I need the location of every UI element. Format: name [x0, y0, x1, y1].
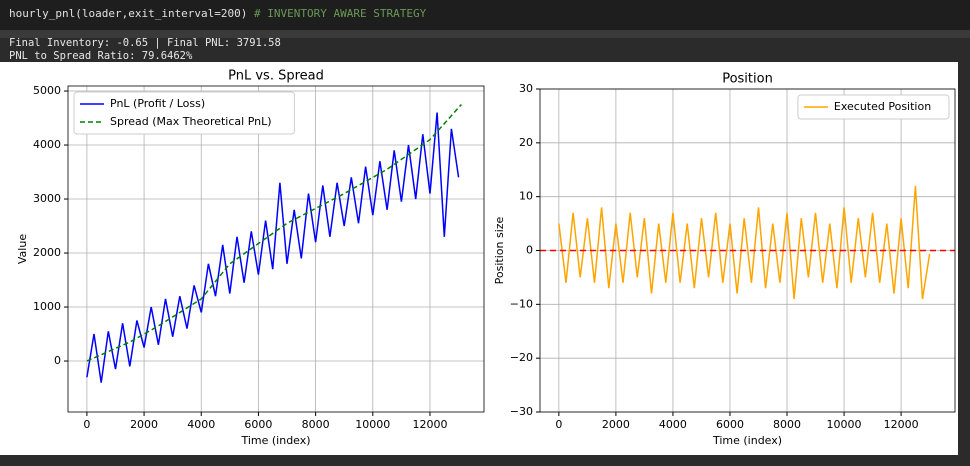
- code-cell: hourly_pnl(loader,exit_interval=200) # I…: [0, 0, 970, 30]
- x-tick-label: 4000: [659, 418, 687, 431]
- x-tick-label: 2000: [602, 418, 630, 431]
- axes-frame: [539, 88, 956, 413]
- x-tick-label: 6000: [244, 418, 272, 431]
- x-tick-label: 0: [83, 418, 90, 431]
- legend-label: Executed Position: [834, 100, 931, 113]
- x-tick-label: 12000: [884, 418, 919, 431]
- y-tick-label: −10: [510, 297, 533, 310]
- data-line: [558, 185, 931, 300]
- x-tick-label: 2000: [130, 418, 158, 431]
- code-comment: # INVENTORY AWARE STRATEGY: [254, 7, 427, 20]
- y-tick-label: 3000: [33, 192, 61, 205]
- y-axis-label: Value: [16, 234, 29, 264]
- y-tick-label: 0: [54, 354, 61, 367]
- y-tick-label: −20: [510, 351, 533, 364]
- y-tick-label: 10: [519, 190, 533, 203]
- y-tick-label: 20: [519, 136, 533, 149]
- data-line: [86, 112, 460, 383]
- y-tick-label: 30: [519, 82, 533, 95]
- y-tick-label: 5000: [33, 84, 61, 97]
- y-axis-label: Position size: [493, 216, 506, 284]
- y-tick-label: 1000: [33, 300, 61, 313]
- x-tick-label: 10000: [827, 418, 862, 431]
- legend-box: [797, 94, 950, 120]
- x-tick-label: 4000: [187, 418, 215, 431]
- x-tick-label: 6000: [716, 418, 744, 431]
- code-call: hourly_pnl(loader,exit_interval=200): [9, 7, 248, 20]
- cell-divider: [0, 30, 970, 38]
- output-line: Final Inventory: -0.65 | Final PNL: 3791…: [9, 37, 281, 49]
- chart-title: Position: [722, 72, 773, 87]
- x-tick-label: 12000: [412, 418, 447, 431]
- output-line: PNL to Spread Ratio: 79.6462%: [9, 50, 193, 62]
- y-tick-label: 0: [526, 244, 533, 257]
- legend-label: PnL (Profit / Loss): [110, 97, 205, 110]
- x-axis-label: Time (index): [240, 434, 310, 447]
- x-tick-label: 8000: [773, 418, 801, 431]
- y-tick-label: 4000: [33, 138, 61, 151]
- legend-box: [73, 91, 295, 135]
- chart-title: PnL vs. Spread: [228, 69, 324, 84]
- code: hourly_pnl(loader,exit_interval=200) # I…: [9, 7, 426, 20]
- y-tick-label: 2000: [33, 246, 61, 259]
- data-line: [86, 103, 462, 362]
- output: Final Inventory: -0.65 | Final PNL: 3791…: [9, 37, 281, 63]
- legend-label: Spread (Max Theoretical PnL): [110, 115, 272, 128]
- y-tick-label: −30: [510, 405, 533, 418]
- axes-frame: [67, 85, 485, 413]
- x-tick-label: 0: [555, 418, 562, 431]
- x-tick-label: 8000: [302, 418, 330, 431]
- x-axis-label: Time (index): [712, 434, 782, 447]
- x-tick-label: 10000: [355, 418, 390, 431]
